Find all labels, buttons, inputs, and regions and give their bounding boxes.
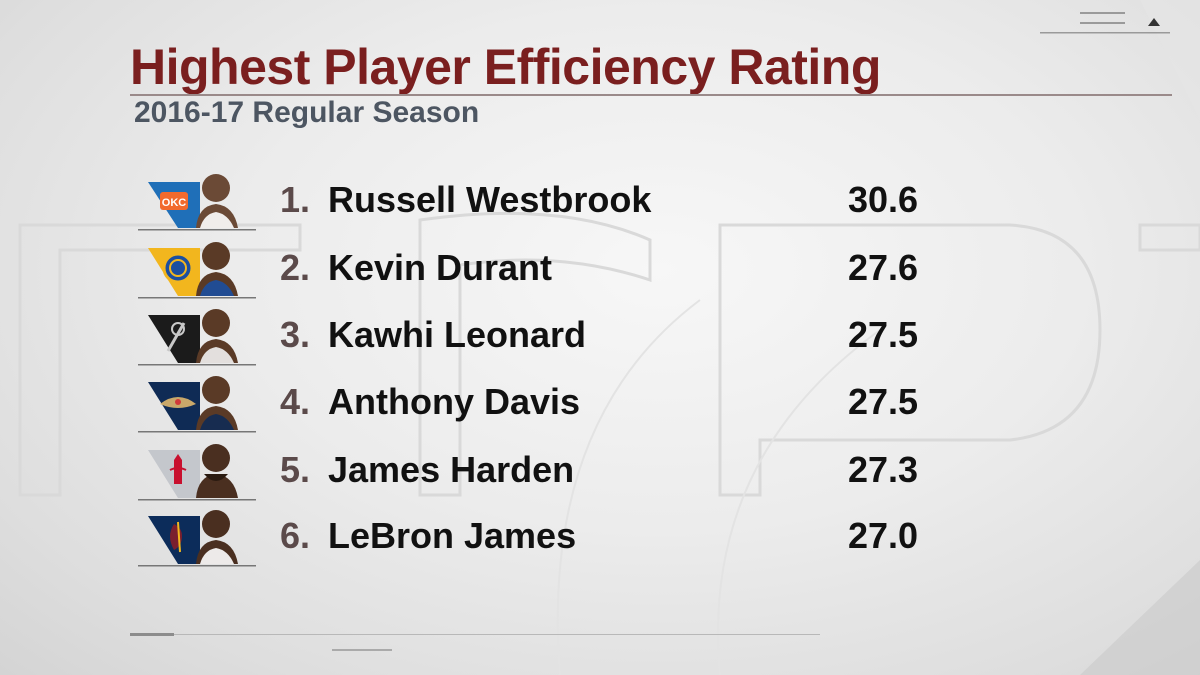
okc-thunder-logo-icon: OKC bbox=[138, 174, 256, 231]
player-name: Anthony Davis bbox=[328, 381, 581, 422]
rank-label: 3. bbox=[280, 314, 311, 355]
bottom-divider-accent bbox=[130, 633, 174, 636]
corner-decoration bbox=[1080, 0, 1200, 675]
list-item: 3. Kawhi Leonard 27.5 bbox=[0, 305, 1200, 367]
list-item: 6. LeBron James 27.0 bbox=[0, 506, 1200, 568]
rockets-logo-icon bbox=[138, 444, 256, 501]
rank-label: 1. bbox=[280, 179, 311, 220]
spurs-logo-icon bbox=[138, 309, 256, 366]
list-item: 5. James Harden 27.3 bbox=[0, 440, 1200, 502]
player-name: LeBron James bbox=[328, 515, 577, 556]
cavaliers-logo-icon bbox=[138, 510, 256, 567]
player-team-badge bbox=[138, 238, 258, 300]
warriors-logo-icon bbox=[138, 242, 256, 299]
bottom-divider-short bbox=[332, 649, 392, 651]
list-item: 4. Anthony Davis 27.5 bbox=[0, 372, 1200, 434]
pelicans-logo-icon bbox=[138, 376, 256, 433]
bottom-divider bbox=[130, 634, 820, 635]
player-name: Kawhi Leonard bbox=[328, 314, 587, 355]
title-divider bbox=[130, 94, 1172, 96]
per-value: 27.5 bbox=[848, 381, 919, 422]
per-value: 27.6 bbox=[848, 247, 919, 288]
per-value: 27.3 bbox=[848, 449, 919, 490]
svg-text:OKC: OKC bbox=[162, 197, 187, 209]
rank-label: 5. bbox=[280, 449, 311, 490]
player-name: Russell Westbrook bbox=[328, 179, 652, 220]
list-item: OKC 1. Russell Westbrook 30.6 bbox=[0, 170, 1200, 232]
rank-label: 6. bbox=[280, 515, 311, 556]
per-value: 30.6 bbox=[848, 179, 919, 220]
top-right-decoration bbox=[1040, 12, 1170, 34]
player-team-badge bbox=[138, 506, 258, 568]
per-value: 27.5 bbox=[848, 314, 919, 355]
page-subtitle: 2016-17 Regular Season bbox=[134, 96, 480, 129]
player-team-badge bbox=[138, 305, 258, 367]
rank-label: 2. bbox=[280, 247, 311, 288]
player-team-badge bbox=[138, 440, 258, 502]
player-team-badge: OKC bbox=[138, 170, 258, 232]
player-name: James Harden bbox=[328, 449, 575, 490]
rank-label: 4. bbox=[280, 381, 311, 422]
per-value: 27.0 bbox=[848, 515, 919, 556]
player-name: Kevin Durant bbox=[328, 247, 553, 288]
player-team-badge bbox=[138, 372, 258, 434]
page-title: Highest Player Efficiency Rating bbox=[130, 39, 881, 95]
list-item: 2. Kevin Durant 27.6 bbox=[0, 238, 1200, 300]
